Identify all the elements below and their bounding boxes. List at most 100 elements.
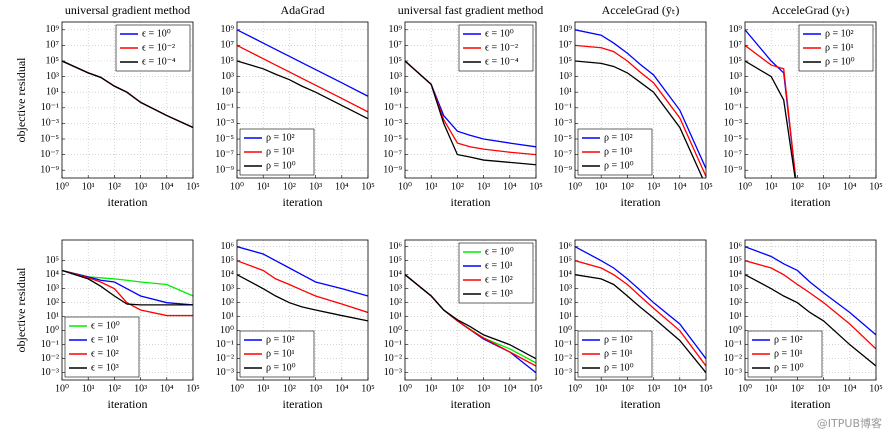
x-tick-label: 10⁴ (335, 181, 349, 192)
plot (575, 246, 706, 374)
y-axis-label: objective residual (14, 57, 28, 143)
x-tick-label: 10³ (309, 383, 322, 394)
plot-frame (236, 21, 369, 179)
series-line (575, 60, 704, 178)
y-tick-label: 10⁻⁹ (383, 164, 402, 175)
y-tick-label: 10⁴ (389, 269, 403, 280)
y-tick-label: 10¹ (221, 311, 234, 322)
x-tick-label: 10³ (817, 383, 830, 394)
y-tick-label: 10⁻³ (554, 118, 572, 129)
y-tick-label: 10¹ (729, 311, 742, 322)
y-tick-label: 10² (221, 297, 234, 308)
y-tick-label: 10⁵ (729, 255, 743, 266)
x-axis-label: iteration (791, 195, 831, 209)
y-tick-label: 10⁻⁹ (40, 164, 59, 175)
plot (405, 60, 536, 166)
x-tick-label: 10⁴ (673, 181, 687, 192)
y-tick-label: 10⁶ (221, 241, 235, 252)
y-tick-label: 10⁷ (389, 40, 403, 51)
y-tick-label: 10⁷ (559, 40, 573, 51)
plot-frame (744, 239, 877, 381)
y-tick-label: 10² (559, 297, 572, 308)
x-tick-label: 10² (621, 181, 634, 192)
plot (62, 60, 193, 129)
series-line (237, 29, 368, 97)
y-tick-label: 10⁻⁹ (215, 164, 234, 175)
plot (237, 29, 368, 120)
y-tick-label: 10⁰ (558, 325, 572, 336)
y-tick-label: 10⁻³ (724, 367, 742, 378)
series-line (575, 274, 706, 374)
y-tick-label: 10⁴ (729, 269, 743, 280)
x-axis-label: iteration (108, 397, 148, 411)
x-tick-label: 10⁵ (699, 181, 713, 192)
legend-label: ρ = 10² (774, 334, 803, 345)
series-line (575, 260, 706, 367)
legend-label: ϵ = 10² (485, 274, 513, 285)
x-tick-label: 10¹ (595, 181, 608, 192)
x-tick-label: 10⁵ (869, 383, 883, 394)
y-tick-label: 10⁵ (729, 55, 743, 66)
y-tick-label: 10⁻¹ (724, 339, 742, 350)
y-tick-label: 10⁻² (216, 353, 234, 364)
chart-title: universal fast gradient method (398, 3, 544, 17)
plot (62, 269, 193, 317)
y-tick-label: 10⁶ (559, 241, 573, 252)
x-axis-label: iteration (451, 195, 491, 209)
y-tick-label: 10³ (46, 71, 59, 82)
x-tick-label: 10⁰ (738, 383, 752, 394)
plot (745, 246, 876, 367)
legend-label: ϵ = 10⁻⁴ (142, 56, 176, 67)
legend-label: ϵ = 10⁰ (91, 320, 120, 331)
plot-frame (744, 21, 877, 179)
x-tick-label: 10³ (134, 181, 147, 192)
x-tick-label: 10⁰ (55, 383, 69, 394)
series-line (237, 274, 368, 322)
y-tick-label: 10¹ (559, 311, 572, 322)
series-line (405, 60, 536, 148)
y-tick-label: 10⁻³ (724, 118, 742, 129)
plot-frame (61, 21, 194, 179)
x-tick-label: 10³ (134, 383, 147, 394)
y-tick-label: 10¹ (729, 86, 742, 97)
x-tick-label: 10⁰ (398, 383, 412, 394)
x-tick-label: 10² (108, 383, 121, 394)
series-line (405, 60, 536, 166)
y-tick-label: 10⁻³ (554, 367, 572, 378)
y-tick-label: 10⁵ (46, 255, 60, 266)
x-tick-label: 10⁰ (568, 383, 582, 394)
x-tick-label: 10⁴ (503, 383, 517, 394)
y-tick-label: 10⁻⁷ (383, 149, 402, 160)
y-tick-label: 10³ (46, 283, 59, 294)
legend-box (64, 316, 140, 378)
series-line (237, 44, 368, 113)
series-line (745, 246, 876, 336)
x-tick-label: 10⁵ (361, 181, 375, 192)
chart-title: AdaGrad (281, 3, 325, 17)
y-tick-label: 10⁻³ (216, 367, 234, 378)
y-tick-label: 10¹ (389, 311, 402, 322)
x-tick-label: 10¹ (425, 383, 438, 394)
chart-title: universal gradient method (65, 3, 190, 17)
y-tick-label: 10³ (221, 283, 234, 294)
y-tick-label: 10⁻⁷ (40, 149, 59, 160)
x-tick-label: 10¹ (765, 383, 778, 394)
legend-label: ρ = 10¹ (266, 146, 295, 157)
x-axis-label: iteration (791, 397, 831, 411)
y-tick-label: 10⁵ (389, 255, 403, 266)
y-tick-label: 10⁷ (221, 40, 235, 51)
series-line (745, 260, 876, 350)
x-tick-label: 10² (791, 383, 804, 394)
y-tick-label: 10² (46, 297, 59, 308)
y-tick-label: 10⁻³ (41, 118, 59, 129)
y-tick-label: 10⁵ (46, 55, 60, 66)
watermark: @ITPUB博客 (817, 416, 882, 430)
legend-label: ϵ = 10⁰ (485, 246, 514, 257)
y-tick-label: 10⁰ (220, 325, 234, 336)
series-line (575, 246, 706, 360)
y-tick-label: 10² (389, 297, 402, 308)
legend-label: ϵ = 10² (91, 348, 119, 359)
y-tick-label: 10⁹ (221, 24, 235, 35)
legend-label: ρ = 10⁰ (825, 56, 855, 67)
y-tick-label: 10⁻² (724, 353, 742, 364)
